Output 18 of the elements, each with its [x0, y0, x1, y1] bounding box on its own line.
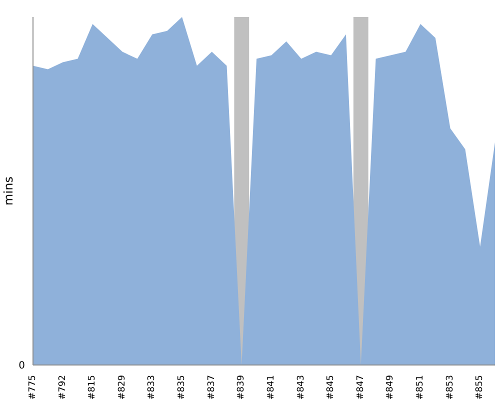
x-tick-label: #845 [326, 375, 336, 400]
text: 0 [18, 360, 25, 372]
x-tick-label: #829 [117, 374, 128, 400]
x-tick-label: #815 [88, 375, 98, 400]
x-tick-label: #849 [386, 374, 396, 400]
x-tick-label: #841 [266, 375, 276, 400]
x-tick-label: #839 [236, 374, 247, 400]
x-tick-label: #855 [475, 375, 486, 400]
x-tick-label: #843 [296, 375, 306, 400]
x-tick-label: #853 [445, 375, 456, 400]
x-tick-label: #847 [356, 375, 366, 400]
x-tick-label: #851 [415, 375, 426, 400]
x-tick-label: #775 [28, 375, 38, 400]
y-axis-title: mins [1, 176, 16, 206]
x-tick-label: #837 [206, 375, 217, 400]
x-tick-label: #792 [58, 375, 68, 400]
x-tick-label: #835 [177, 375, 188, 400]
x-tick-label: #833 [147, 375, 158, 400]
